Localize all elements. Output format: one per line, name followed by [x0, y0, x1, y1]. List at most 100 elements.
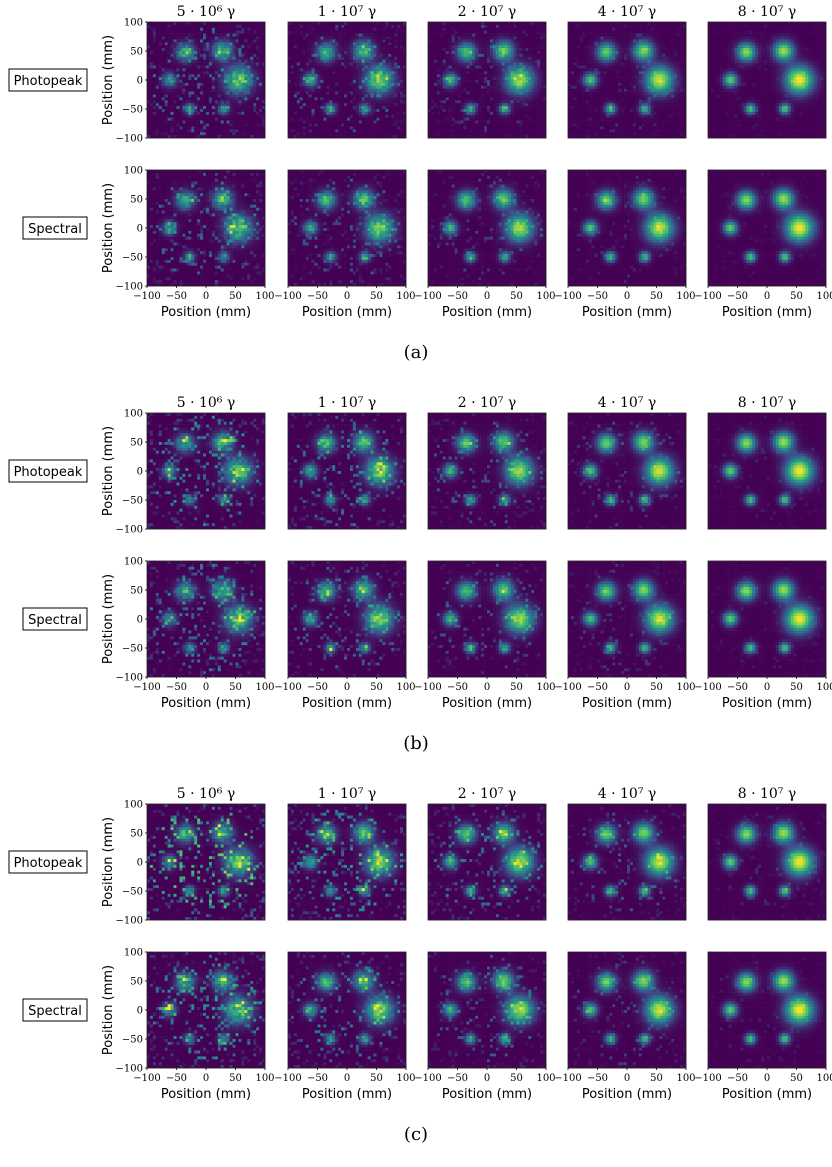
heatmap-cell [185, 54, 188, 57]
heatmap-cell [194, 42, 197, 45]
heatmap-cell [153, 42, 156, 45]
heatmap-cell [185, 45, 188, 48]
heatmap-cell [323, 68, 326, 71]
heatmap-cell [177, 118, 180, 121]
heatmap-cell [253, 74, 256, 77]
heatmap-cell [288, 28, 291, 31]
heatmap-cell [400, 22, 403, 25]
heatmap-cell [218, 34, 221, 37]
heatmap-cell [244, 63, 247, 66]
heatmap-cell [206, 124, 209, 127]
heatmap-cell [215, 39, 218, 42]
heatmap-cell [306, 57, 309, 60]
heatmap-cell [191, 118, 194, 121]
heatmap-cell [288, 57, 291, 60]
heatmap-cell [347, 63, 350, 66]
heatmap-cell [294, 71, 297, 74]
heatmap-cell [179, 124, 182, 127]
heatmap-cell [200, 63, 203, 66]
heatmap-cell [335, 68, 338, 71]
heatmap-cell [218, 45, 221, 48]
heatmap-cell [244, 121, 247, 124]
heatmap-cell [227, 103, 230, 106]
heatmap-cell [150, 100, 153, 103]
heatmap-cell [233, 77, 236, 80]
heatmap-cell [191, 106, 194, 109]
heatmap-cell [244, 34, 247, 37]
heatmap-cell [230, 54, 233, 57]
heatmap-cell [312, 71, 315, 74]
heatmap-cell [329, 22, 332, 25]
heatmap-cell [224, 74, 227, 77]
heatmap-cell [224, 22, 227, 25]
heatmap-cell [347, 45, 350, 48]
heatmap-cell [259, 60, 262, 63]
heatmap-cell [194, 25, 197, 28]
heatmap-cell [185, 39, 188, 42]
heatmap-cell [182, 42, 185, 45]
heatmap-cell [312, 31, 315, 34]
heatmap-cell [179, 77, 182, 80]
heatmap-cell [294, 31, 297, 34]
heatmap-cell [368, 51, 371, 54]
heatmap-cell [244, 103, 247, 106]
heatmap-cell [236, 112, 239, 115]
heatmap-cell [153, 83, 156, 86]
heatmap-cell [374, 28, 377, 31]
heatmap-cell [197, 68, 200, 71]
heatmap-cell [374, 51, 377, 54]
heatmap-cell [200, 57, 203, 60]
heatmap-cell [194, 124, 197, 127]
heatmap-cell [209, 95, 212, 98]
heatmap-cell [297, 34, 300, 37]
heatmap-cell [227, 89, 230, 92]
heatmap-cell [312, 45, 315, 48]
heatmap-cell [171, 45, 174, 48]
heatmap-cell [206, 31, 209, 34]
heatmap-cell [227, 100, 230, 103]
heatmap-cell [209, 118, 212, 121]
heatmap-cell [215, 132, 218, 135]
heatmap-cell [215, 95, 218, 98]
heatmap-cell [165, 37, 168, 40]
heatmap-cell [332, 45, 335, 48]
heatmap-cell [215, 54, 218, 57]
heatmap-cell [253, 83, 256, 86]
heatmap-cell [259, 97, 262, 100]
heatmap-cell [147, 34, 150, 37]
heatmap-cell [179, 25, 182, 28]
heatmap-cell [188, 66, 191, 69]
y-tick-label: −50 [122, 105, 143, 116]
heatmap-cell [238, 63, 241, 66]
heatmap-cell [147, 39, 150, 42]
heatmap-cell [197, 100, 200, 103]
heatmap-cell [250, 106, 253, 109]
heatmap-cell [288, 37, 291, 40]
heatmap-cell [224, 51, 227, 54]
heatmap-cell [203, 115, 206, 118]
heatmap-cell [179, 34, 182, 37]
heatmap-cell [288, 45, 291, 48]
heatmap-cell [309, 60, 312, 63]
heatmap-cell [171, 48, 174, 51]
heatmap-cell [206, 25, 209, 28]
heatmap-cell [391, 25, 394, 28]
heatmap-cell [159, 115, 162, 118]
heatmap-cell [197, 37, 200, 40]
heatmap-cell [215, 25, 218, 28]
heatmap-cell [397, 71, 400, 74]
heatmap-cell [153, 80, 156, 83]
heatmap-cell [174, 103, 177, 106]
heatmap-cell [147, 45, 150, 48]
heatmap-cell [256, 86, 259, 89]
heatmap-cell [185, 22, 188, 25]
heatmap-cell [165, 25, 168, 28]
heatmap-cell [194, 115, 197, 118]
heatmap-cell [244, 124, 247, 127]
heatmap-cell [191, 63, 194, 66]
heatmap-cell [218, 57, 221, 60]
heatmap-cell [374, 57, 377, 60]
heatmap-cell [171, 68, 174, 71]
heatmap-cell [241, 48, 244, 51]
heatmap-cell [356, 66, 359, 69]
